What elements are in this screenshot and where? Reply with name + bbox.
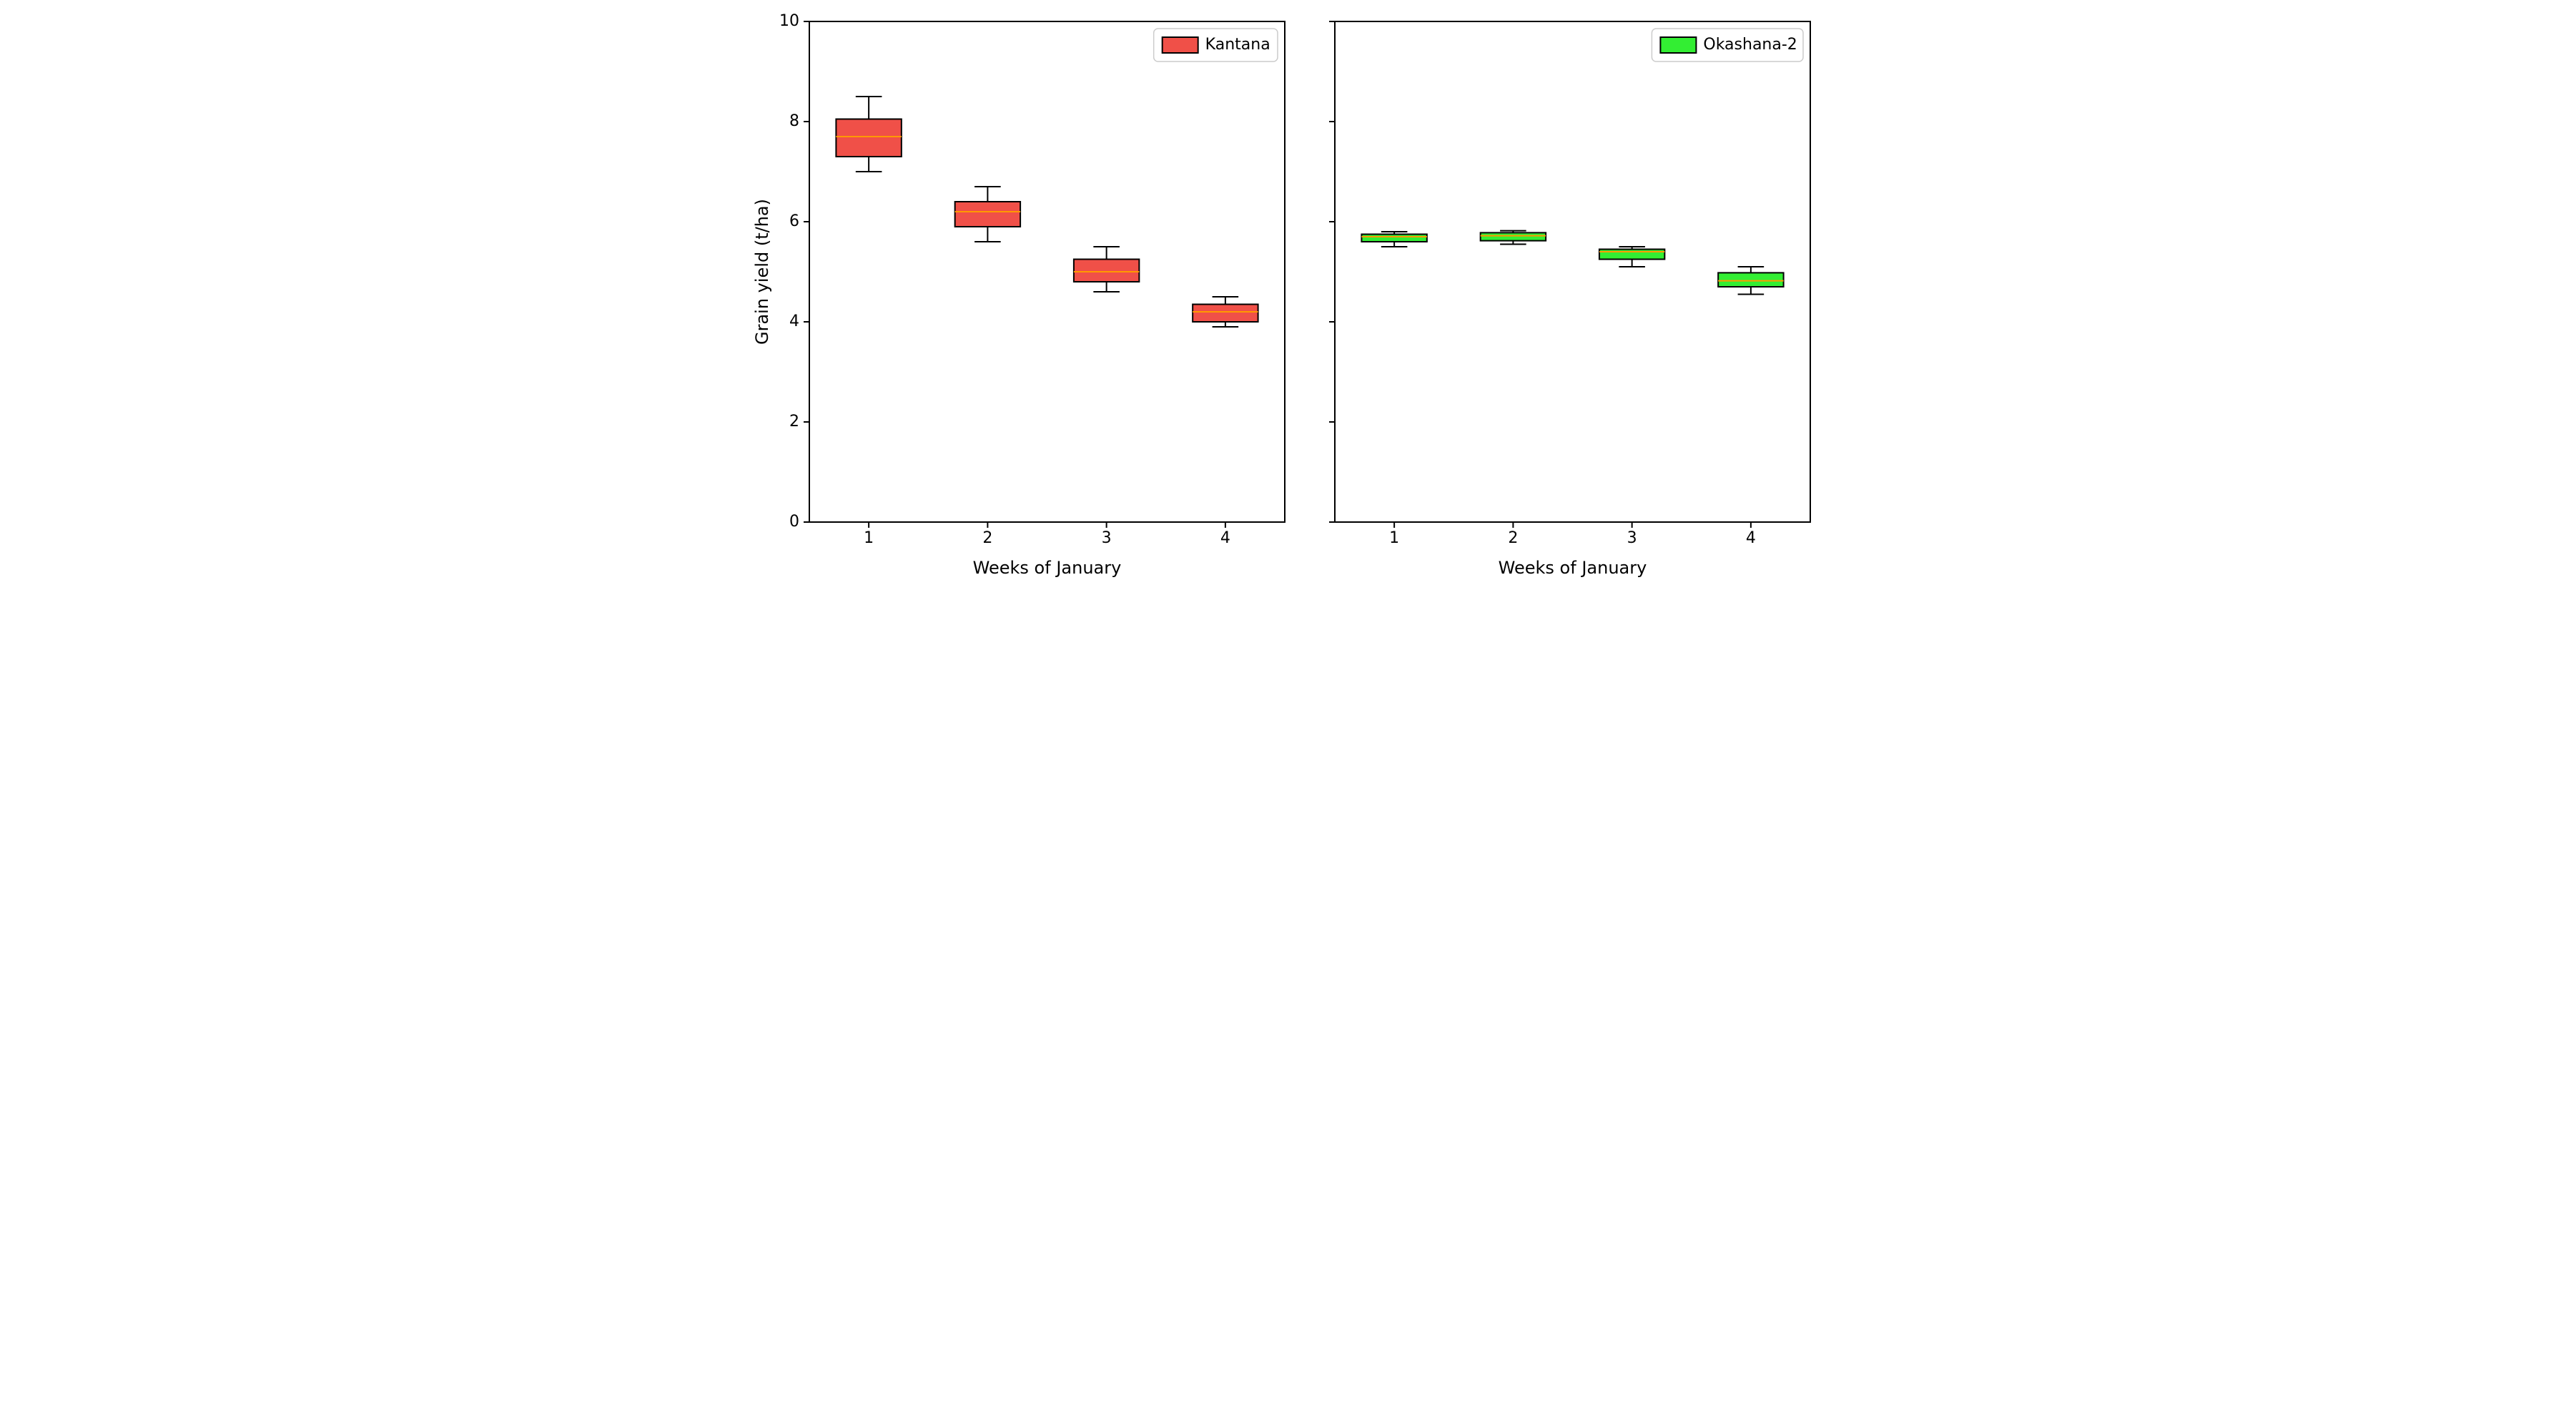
legend-label: Okashana-2 bbox=[1703, 36, 1797, 54]
x-tick-label: 3 bbox=[1101, 529, 1111, 547]
boxplot-box bbox=[1361, 232, 1426, 247]
iqr-box bbox=[1718, 272, 1783, 287]
iqr-box bbox=[1073, 260, 1138, 282]
legend-swatch bbox=[1660, 37, 1696, 53]
iqr-box bbox=[836, 119, 901, 157]
legend: Kantana bbox=[1153, 29, 1277, 62]
x-tick-label: 4 bbox=[1220, 529, 1230, 547]
panel-1: 1 2 3 4 Weeks of January Okashana-2 bbox=[1329, 21, 1810, 578]
iqr-box bbox=[1599, 250, 1664, 260]
y-tick-label: 0 bbox=[789, 513, 799, 531]
x-tick-label: 3 bbox=[1627, 529, 1637, 547]
x-tick-label: 4 bbox=[1745, 529, 1755, 547]
y-tick-label: 4 bbox=[789, 313, 799, 330]
iqr-box bbox=[1480, 232, 1545, 240]
boxplot-box bbox=[1480, 231, 1545, 245]
x-tick-label: 2 bbox=[1508, 529, 1518, 547]
boxplot-box bbox=[1073, 247, 1138, 292]
legend: Okashana-2 bbox=[1652, 29, 1803, 62]
grain-yield-boxplot-figure: 02468101234Weeks of JanuaryGrain yield (… bbox=[745, 0, 1832, 586]
x-tick-label: 2 bbox=[982, 529, 992, 547]
y-tick-label: 8 bbox=[789, 112, 799, 130]
iqr-box bbox=[954, 202, 1020, 227]
y-tick-label: 2 bbox=[789, 413, 799, 431]
axes-spines bbox=[1335, 21, 1810, 522]
iqr-box bbox=[1361, 235, 1426, 242]
legend-label: Kantana bbox=[1205, 36, 1270, 54]
y-axis-label: Grain yield (t/ha) bbox=[752, 199, 772, 345]
boxplot-box bbox=[1599, 247, 1664, 267]
boxplot-box bbox=[1718, 267, 1783, 295]
boxplot-box bbox=[836, 97, 901, 172]
iqr-box bbox=[1193, 305, 1258, 323]
legend-swatch bbox=[1162, 37, 1198, 53]
boxplot-box bbox=[1193, 297, 1258, 327]
boxplot-box bbox=[954, 187, 1020, 242]
x-tick-label: 1 bbox=[1389, 529, 1399, 547]
x-axis-label: Weeks of January bbox=[972, 558, 1121, 578]
x-tick-label: 1 bbox=[864, 529, 874, 547]
y-tick-label: 6 bbox=[789, 212, 799, 230]
y-tick-label: 10 bbox=[779, 12, 799, 30]
x-axis-label: Weeks of January bbox=[1498, 558, 1647, 578]
panel-0: 02468101234Weeks of JanuaryGrain yield (… bbox=[752, 12, 1285, 578]
